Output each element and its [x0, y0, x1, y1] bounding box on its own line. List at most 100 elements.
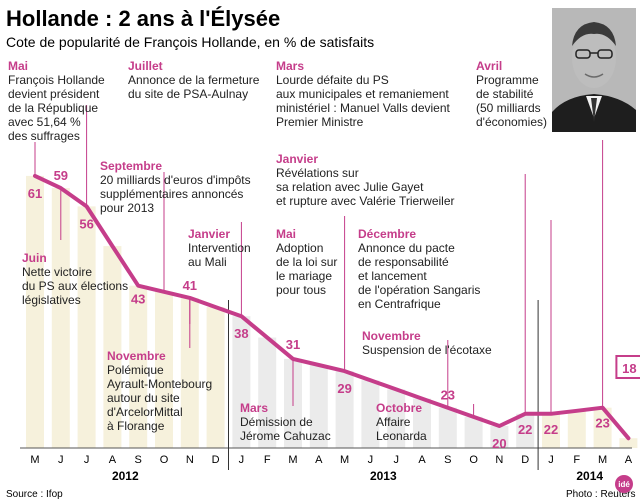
ide-logo: idé: [615, 475, 633, 493]
tick-label: A: [315, 454, 323, 466]
event-text: avec 51,64 %: [8, 115, 81, 129]
event-text: (50 milliards: [476, 101, 541, 115]
event-text: pour 2013: [100, 201, 154, 215]
source-note: Source : Ifop: [6, 489, 63, 500]
event-text: en Centrafrique: [358, 297, 441, 311]
tick-label: A: [625, 454, 633, 466]
data-label: 41: [183, 278, 197, 293]
data-label: 23: [595, 416, 609, 431]
page-title: Hollande : 2 ans à l'Élysée: [6, 6, 280, 31]
month-bar: [77, 206, 96, 448]
month-bar: [155, 291, 173, 448]
tick-label: N: [186, 454, 194, 466]
latest-value-box: [615, 355, 640, 379]
event-text: Premier Ministre: [276, 115, 364, 129]
event-text: ministériel : Manuel Valls devient: [276, 101, 451, 115]
month-bar: [206, 307, 225, 448]
portrait-photo: [552, 8, 636, 132]
event-text: Lourde défaite du PS: [276, 73, 389, 87]
event-text: Jérome Cahuzac: [240, 429, 331, 443]
event-text: Nette victoire: [22, 265, 92, 279]
event-text: Polémique: [107, 363, 164, 377]
event-month: Avril: [476, 59, 502, 73]
month-bar: [593, 407, 612, 448]
month-bar: [438, 407, 457, 448]
event-text: Leonarda: [376, 429, 427, 443]
tick-label: O: [160, 454, 169, 466]
tick-label: O: [469, 454, 478, 466]
event-text: législatives: [22, 293, 81, 307]
month-bar: [542, 413, 560, 448]
data-label: 38: [234, 326, 248, 341]
event-text: au Mali: [188, 255, 227, 269]
month-bar: [516, 413, 535, 448]
event-text: des suffrages: [8, 129, 80, 143]
tick-label: J: [239, 454, 245, 466]
event-text: du PS aux élections: [22, 279, 128, 293]
event-month: Juillet: [128, 59, 163, 73]
event-month: Mars: [276, 59, 304, 73]
year-label: 2013: [370, 469, 397, 483]
event-text: Suspension de l'écotaxe: [362, 343, 492, 357]
event-month: Septembre: [100, 159, 162, 173]
month-bar: [619, 438, 638, 448]
photo-credit: Photo : Reuters: [566, 489, 635, 500]
month-bar: [180, 297, 199, 448]
event-month: Mai: [8, 59, 28, 73]
event-text: supplémentaires annoncés: [100, 187, 243, 201]
event-month: Octobre: [376, 401, 422, 415]
tick-label: A: [109, 454, 117, 466]
event-text: Démission de: [240, 415, 313, 429]
event-text: de stabilité: [476, 87, 534, 101]
month-bar: [387, 389, 406, 448]
value-labels: 61 59 56 43 41 38 31 29 23 20 22 22 23 18: [28, 168, 640, 451]
data-label: 23: [441, 388, 455, 403]
month-bar: [361, 380, 380, 448]
event-annotation: NovembrePolémiqueAyrault-Montebourgautou…: [107, 349, 212, 433]
month-bar: [258, 337, 277, 448]
tick-label: J: [84, 454, 90, 466]
tick-label: M: [288, 454, 297, 466]
data-label: 43: [131, 292, 145, 307]
event-month: Janvier: [276, 152, 318, 166]
tick-label: M: [30, 454, 39, 466]
event-text: et rupture avec Valérie Trierweiler: [276, 194, 455, 208]
tick-label: J: [548, 454, 554, 466]
x-axis: M J J A S O N D J F M A M J J A S O N D J F M A 2012 2013 2014: [20, 300, 633, 483]
data-label: 22: [544, 422, 558, 437]
tick-label: J: [393, 454, 399, 466]
data-label: 56: [79, 216, 93, 231]
event-month: Mai: [276, 227, 296, 241]
data-label: 29: [337, 381, 351, 396]
month-bar: [51, 188, 70, 448]
event-text: Ayrault-Montebourg: [107, 377, 212, 391]
event-text: de la loi sur: [276, 255, 337, 269]
event-text: Révélations sur: [276, 166, 359, 180]
month-bar: [26, 175, 44, 448]
event-text: d'ArcelorMittal: [107, 405, 183, 419]
data-label: 18: [622, 361, 636, 376]
month-bar: [232, 316, 251, 448]
data-label: 31: [286, 337, 300, 352]
annotation-leaders: [34, 105, 604, 417]
event-text: Adoption: [276, 241, 323, 255]
event-text: Annonce de la fermeture: [128, 73, 260, 87]
tick-label: S: [444, 454, 451, 466]
series-line: [33, 173, 631, 441]
event-text: Annonce du pacte: [358, 241, 455, 255]
tick-label: M: [598, 454, 607, 466]
event-text: et lancement: [358, 269, 427, 283]
event-month: Juin: [22, 251, 47, 265]
event-text: aux municipales et remaniement: [276, 87, 449, 101]
